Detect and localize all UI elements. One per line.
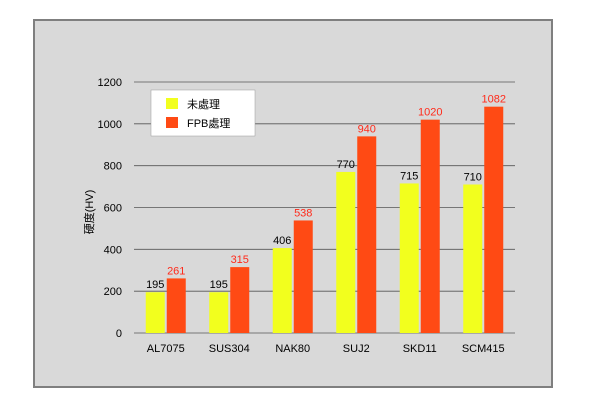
bar-fpb <box>230 267 250 333</box>
y-tick-label: 1000 <box>98 119 122 131</box>
y-axis-label: 硬度(HV) <box>82 190 96 235</box>
bar-fpb <box>484 106 504 333</box>
y-tick-label: 800 <box>104 161 122 173</box>
x-tick-label: SUS304 <box>209 343 250 355</box>
data-label-fpb: 1082 <box>482 94 506 106</box>
bar-untreated <box>145 292 165 333</box>
bars <box>145 106 504 334</box>
x-axis-ticks: AL7075 SUS304 NAK80 SUJ2 SKD11 SCM415 <box>147 343 505 355</box>
bar-fpb <box>357 136 377 333</box>
bar-untreated <box>399 183 419 333</box>
data-label-untreated: 710 <box>464 171 482 183</box>
legend-label-fpb: FPB處理 <box>187 116 230 130</box>
x-tick-label: SCM415 <box>462 343 505 355</box>
bar-fpb <box>420 119 440 334</box>
y-tick-label: 200 <box>104 286 122 298</box>
bar-untreated <box>272 248 292 333</box>
legend-swatch-fpb <box>166 117 178 128</box>
bar-untreated <box>336 171 356 333</box>
data-label-untreated: 195 <box>210 279 228 291</box>
data-label-fpb: 538 <box>294 207 312 219</box>
x-tick-label: SKD11 <box>403 343 437 355</box>
bar-untreated <box>209 292 229 333</box>
y-tick-label: 0 <box>116 328 122 340</box>
x-tick-label: AL7075 <box>147 343 185 355</box>
x-tick-label: SUJ2 <box>343 343 370 355</box>
y-tick-label: 600 <box>104 203 122 215</box>
data-label-untreated: 406 <box>273 235 291 247</box>
bar-fpb <box>293 220 313 333</box>
gridlines <box>134 81 515 334</box>
y-axis-ticks: 0 200 400 600 800 1000 1200 <box>98 77 122 340</box>
legend: 未處理 FPB處理 <box>150 89 256 137</box>
data-label-untreated: 715 <box>400 170 418 182</box>
bar-fpb <box>166 278 186 333</box>
y-tick-label: 400 <box>104 244 122 256</box>
legend-box <box>150 89 256 137</box>
data-label-untreated: 770 <box>337 159 355 171</box>
data-label-fpb: 261 <box>167 265 185 277</box>
y-tick-label: 1200 <box>98 77 122 89</box>
x-tick-label: NAK80 <box>275 343 310 355</box>
data-label-fpb: 940 <box>358 123 376 135</box>
data-label-fpb: 1020 <box>418 107 442 119</box>
data-label-untreated: 195 <box>146 279 164 291</box>
legend-label-untreated: 未處理 <box>187 97 220 111</box>
legend-swatch-untreated <box>166 98 178 109</box>
bar-untreated <box>463 184 483 333</box>
data-label-fpb: 315 <box>231 254 249 266</box>
